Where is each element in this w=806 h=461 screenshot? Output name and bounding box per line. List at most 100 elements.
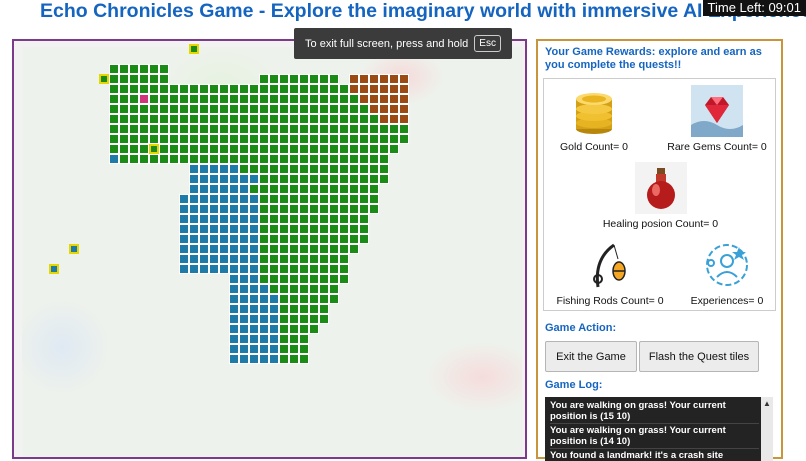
map-tile[interactable] [239,164,249,174]
map-tile[interactable] [289,174,299,184]
map-tile[interactable] [279,304,289,314]
map-tile[interactable] [229,144,239,154]
map-tile[interactable] [339,214,349,224]
map-tile[interactable] [249,284,259,294]
map-tile[interactable] [349,104,359,114]
map-tile[interactable] [179,254,189,264]
map-tile[interactable] [269,244,279,254]
map-tile[interactable] [289,164,299,174]
map-tile[interactable] [169,124,179,134]
map-tile[interactable] [339,234,349,244]
map-tile[interactable] [189,174,199,184]
map-tile[interactable] [289,274,299,284]
map-tile[interactable] [139,124,149,134]
map-tile[interactable] [229,284,239,294]
map-tile[interactable] [269,154,279,164]
map-tile[interactable] [129,94,139,104]
map-tile[interactable] [279,144,289,154]
map-tile[interactable] [169,144,179,154]
map-tile[interactable] [129,134,139,144]
map-tile[interactable] [109,94,119,104]
map-tile[interactable] [269,284,279,294]
map-tile[interactable] [239,324,249,334]
map-tile[interactable] [349,194,359,204]
map-tile[interactable] [319,164,329,174]
map-tile[interactable] [339,254,349,264]
map-tile[interactable] [159,154,169,164]
map-tile[interactable] [309,94,319,104]
map-tile[interactable] [319,224,329,234]
map-tile[interactable] [269,194,279,204]
map-tile[interactable] [289,114,299,124]
map-tile[interactable] [109,104,119,114]
map-tile[interactable] [239,144,249,154]
map-tile[interactable] [399,94,409,104]
map-tile[interactable] [229,184,239,194]
map-tile[interactable] [159,124,169,134]
map-tile[interactable] [259,334,269,344]
map-tile[interactable] [279,314,289,324]
map-tile[interactable] [239,274,249,284]
map-tile[interactable] [239,174,249,184]
map-tile[interactable] [239,214,249,224]
map-tile[interactable] [209,234,219,244]
map-tile[interactable] [219,104,229,114]
map-tile[interactable] [229,254,239,264]
map-tile[interactable] [289,334,299,344]
map-tile[interactable] [359,124,369,134]
map-tile[interactable] [209,194,219,204]
map-tile[interactable] [109,124,119,134]
map-tile[interactable] [309,324,319,334]
map-tile[interactable] [199,124,209,134]
map-tile[interactable] [309,134,319,144]
map-tile[interactable] [209,264,219,274]
map-tile[interactable] [239,244,249,254]
map-tile[interactable] [269,144,279,154]
map-tile[interactable] [279,194,289,204]
map-tile[interactable] [329,274,339,284]
map-tile[interactable] [219,234,229,244]
map-tile[interactable] [349,244,359,254]
map-tile[interactable] [259,244,269,254]
map-tile[interactable] [359,174,369,184]
map-tile[interactable] [359,234,369,244]
map-tile[interactable] [229,264,239,274]
map-tile[interactable] [299,334,309,344]
map-tile[interactable] [279,114,289,124]
map-tile[interactable] [139,104,149,114]
map-tile[interactable] [339,84,349,94]
map-tile[interactable] [339,274,349,284]
map-tile[interactable] [369,184,379,194]
map-tile[interactable] [179,264,189,274]
map-tile[interactable] [389,124,399,134]
map-tile[interactable] [299,124,309,134]
map-tile[interactable] [309,284,319,294]
map-tile[interactable] [359,224,369,234]
map-tile[interactable] [269,224,279,234]
map-tile[interactable] [179,84,189,94]
map-tile[interactable] [319,114,329,124]
map-tile[interactable] [319,84,329,94]
map-tile[interactable] [349,184,359,194]
map-tile[interactable] [219,124,229,134]
map-tile[interactable] [149,154,159,164]
map-tile[interactable] [229,224,239,234]
map-tile[interactable] [219,154,229,164]
map-tile[interactable] [239,254,249,264]
map-tile[interactable] [249,94,259,104]
map-tile[interactable] [359,154,369,164]
map-tile[interactable] [339,184,349,194]
map-tile[interactable] [149,114,159,124]
map-tile[interactable] [119,64,129,74]
quest-tile[interactable] [69,244,79,254]
map-tile[interactable] [339,204,349,214]
map-tile[interactable] [229,94,239,104]
map-tile[interactable] [279,234,289,244]
map-tile[interactable] [249,194,259,204]
map-tile[interactable] [269,214,279,224]
map-tile[interactable] [259,264,269,274]
map-tile[interactable] [329,194,339,204]
map-tile[interactable] [329,214,339,224]
map-tile[interactable] [339,124,349,134]
map-tile[interactable] [309,184,319,194]
